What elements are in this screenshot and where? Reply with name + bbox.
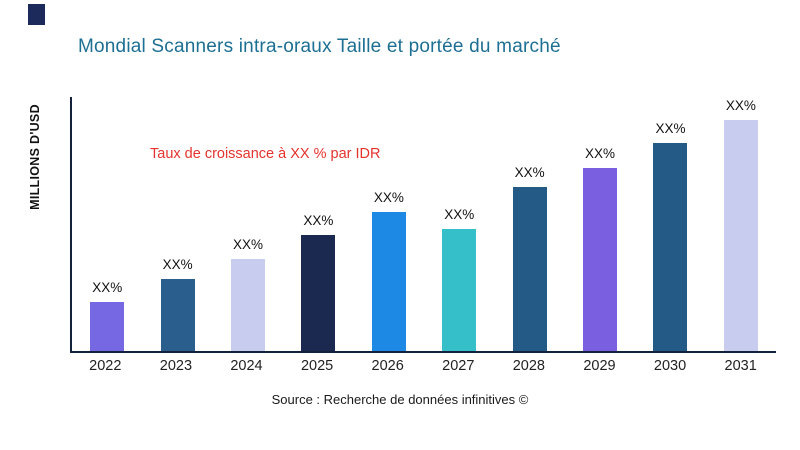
bar-value-label: XX% <box>444 206 475 222</box>
bar <box>301 235 336 351</box>
bar <box>442 228 477 351</box>
x-tick-label: 2030 <box>653 358 687 374</box>
bar-value-label: XX% <box>162 257 193 273</box>
bar-value-label: XX% <box>725 97 756 113</box>
bar-slot: XX% <box>424 97 494 351</box>
x-tick-label: 2028 <box>512 358 545 374</box>
x-tick-label: 2031 <box>724 358 757 374</box>
bar-value-label: XX% <box>655 120 686 136</box>
bars-container: XX% XX% XX% XX% XX% XX% XX% XX% XX% XX% <box>72 97 776 351</box>
bar-value-label: XX% <box>514 164 545 180</box>
brand-flag-icon <box>28 4 45 25</box>
x-axis-tick-labels: 2022 2023 2024 2025 2026 2027 2028 2029 2030 2031 <box>70 358 776 374</box>
chart-title: Mondial Scanners intra-oraux Taille et p… <box>78 36 561 57</box>
bar-slot: XX% <box>213 97 283 351</box>
bar-value-label: XX% <box>233 236 264 252</box>
x-tick-label: 2026 <box>371 358 404 374</box>
x-tick-label: 2024 <box>230 358 263 374</box>
bar-slot: XX% <box>283 97 353 351</box>
bar-slot: XX% <box>354 97 424 351</box>
bar <box>90 302 125 351</box>
bar-value-label: XX% <box>585 146 616 162</box>
bar <box>160 279 195 351</box>
bar <box>231 258 266 351</box>
x-tick-label: 2025 <box>300 358 334 374</box>
bar-value-label: XX% <box>92 280 123 296</box>
x-tick-label: 2029 <box>583 358 616 374</box>
plot-area: XX% XX% XX% XX% XX% XX% XX% XX% XX% XX% <box>70 97 776 353</box>
x-tick-label: 2027 <box>442 358 475 374</box>
bar-slot: XX% <box>635 97 705 351</box>
bar-slot: XX% <box>706 97 776 351</box>
y-axis-label: MILLIONS D'USD <box>28 104 42 210</box>
bar-slot: XX% <box>142 97 212 351</box>
bar <box>653 142 688 351</box>
bar-slot: XX% <box>72 97 142 351</box>
bar <box>371 212 406 351</box>
bar-slot: XX% <box>565 97 635 351</box>
growth-rate-annotation: Taux de croissance à XX % par IDR <box>150 146 381 162</box>
source-attribution: Source : Recherche de données infinitive… <box>271 392 529 407</box>
bar-slot: XX% <box>494 97 564 351</box>
bar-value-label: XX% <box>303 213 334 229</box>
x-tick-label: 2023 <box>159 358 193 374</box>
bar-value-label: XX% <box>373 190 404 206</box>
x-tick-label: 2022 <box>89 358 122 374</box>
bar <box>512 186 547 351</box>
bar <box>583 168 618 351</box>
bar <box>723 119 758 351</box>
